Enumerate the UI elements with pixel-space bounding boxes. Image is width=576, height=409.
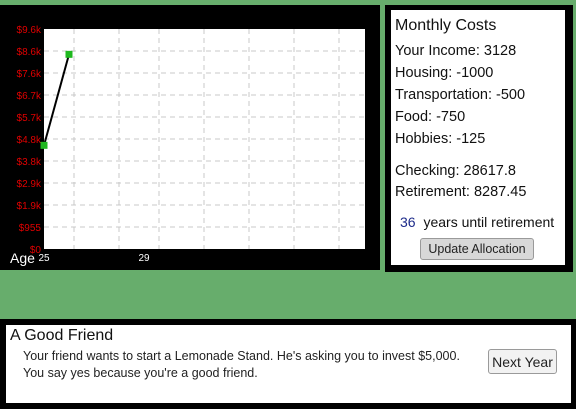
y-tick-label: $1.9k — [17, 201, 42, 212]
transportation-line: Transportation: -500 — [395, 87, 526, 103]
years-count: 36 — [400, 214, 416, 230]
monthly-costs-panel: Monthly Costs Your Income: 3128 Housing:… — [385, 5, 573, 272]
y-tick-label: $0 — [30, 245, 42, 256]
monthly-costs-card: Monthly Costs Your Income: 3128 Housing:… — [391, 10, 565, 265]
y-tick-label: $6.7k — [17, 91, 42, 102]
x-axis-label: Age — [10, 250, 35, 266]
retirement-balance: Retirement: 8287.45 — [395, 184, 527, 200]
event-panel: A Good Friend Your friend wants to start… — [0, 319, 576, 409]
hobbies-line: Hobbies: -125 — [395, 131, 486, 147]
savings-chart: $0 $955 $1.9k $2.9k $3.8k $4.8k $5.7k $6.7k $7.6… — [10, 25, 365, 266]
chart-data-point — [40, 141, 48, 149]
event-description: Your friend wants to start a Lemonade St… — [23, 349, 460, 380]
x-tick-label: 29 — [138, 253, 150, 264]
event-title: A Good Friend — [10, 327, 114, 344]
housing-line: Housing: -1000 — [395, 65, 494, 81]
chart-panel: $0 $955 $1.9k $2.9k $3.8k $4.8k $5.7k $6.7k $7.6… — [0, 5, 380, 270]
y-tick-label: $5.7k — [17, 113, 42, 124]
next-year-button[interactable]: Next Year — [488, 349, 557, 374]
years-until-retirement: 36 years until retirement — [400, 214, 554, 230]
food-line: Food: -750 — [395, 109, 466, 125]
years-label: years until retirement — [423, 214, 555, 230]
income-line: Your Income: 3128 — [395, 43, 517, 59]
update-allocation-button[interactable]: Update Allocation — [420, 238, 534, 260]
x-tick-label: 25 — [38, 253, 50, 264]
y-tick-label: $9.6k — [17, 25, 42, 36]
chart-series-line — [43, 54, 70, 146]
y-tick-label: $7.6k — [17, 69, 42, 80]
y-tick-label: $955 — [19, 223, 42, 234]
checking-balance: Checking: 28617.8 — [395, 163, 516, 179]
chart-data-point — [65, 50, 73, 58]
monthly-costs-title: Monthly Costs — [395, 17, 497, 34]
y-tick-label: $4.8k — [17, 135, 42, 146]
y-tick-label: $8.6k — [17, 47, 42, 58]
y-tick-label: $3.8k — [17, 157, 42, 168]
event-card: A Good Friend Your friend wants to start… — [6, 325, 571, 403]
y-tick-label: $2.9k — [17, 179, 42, 190]
